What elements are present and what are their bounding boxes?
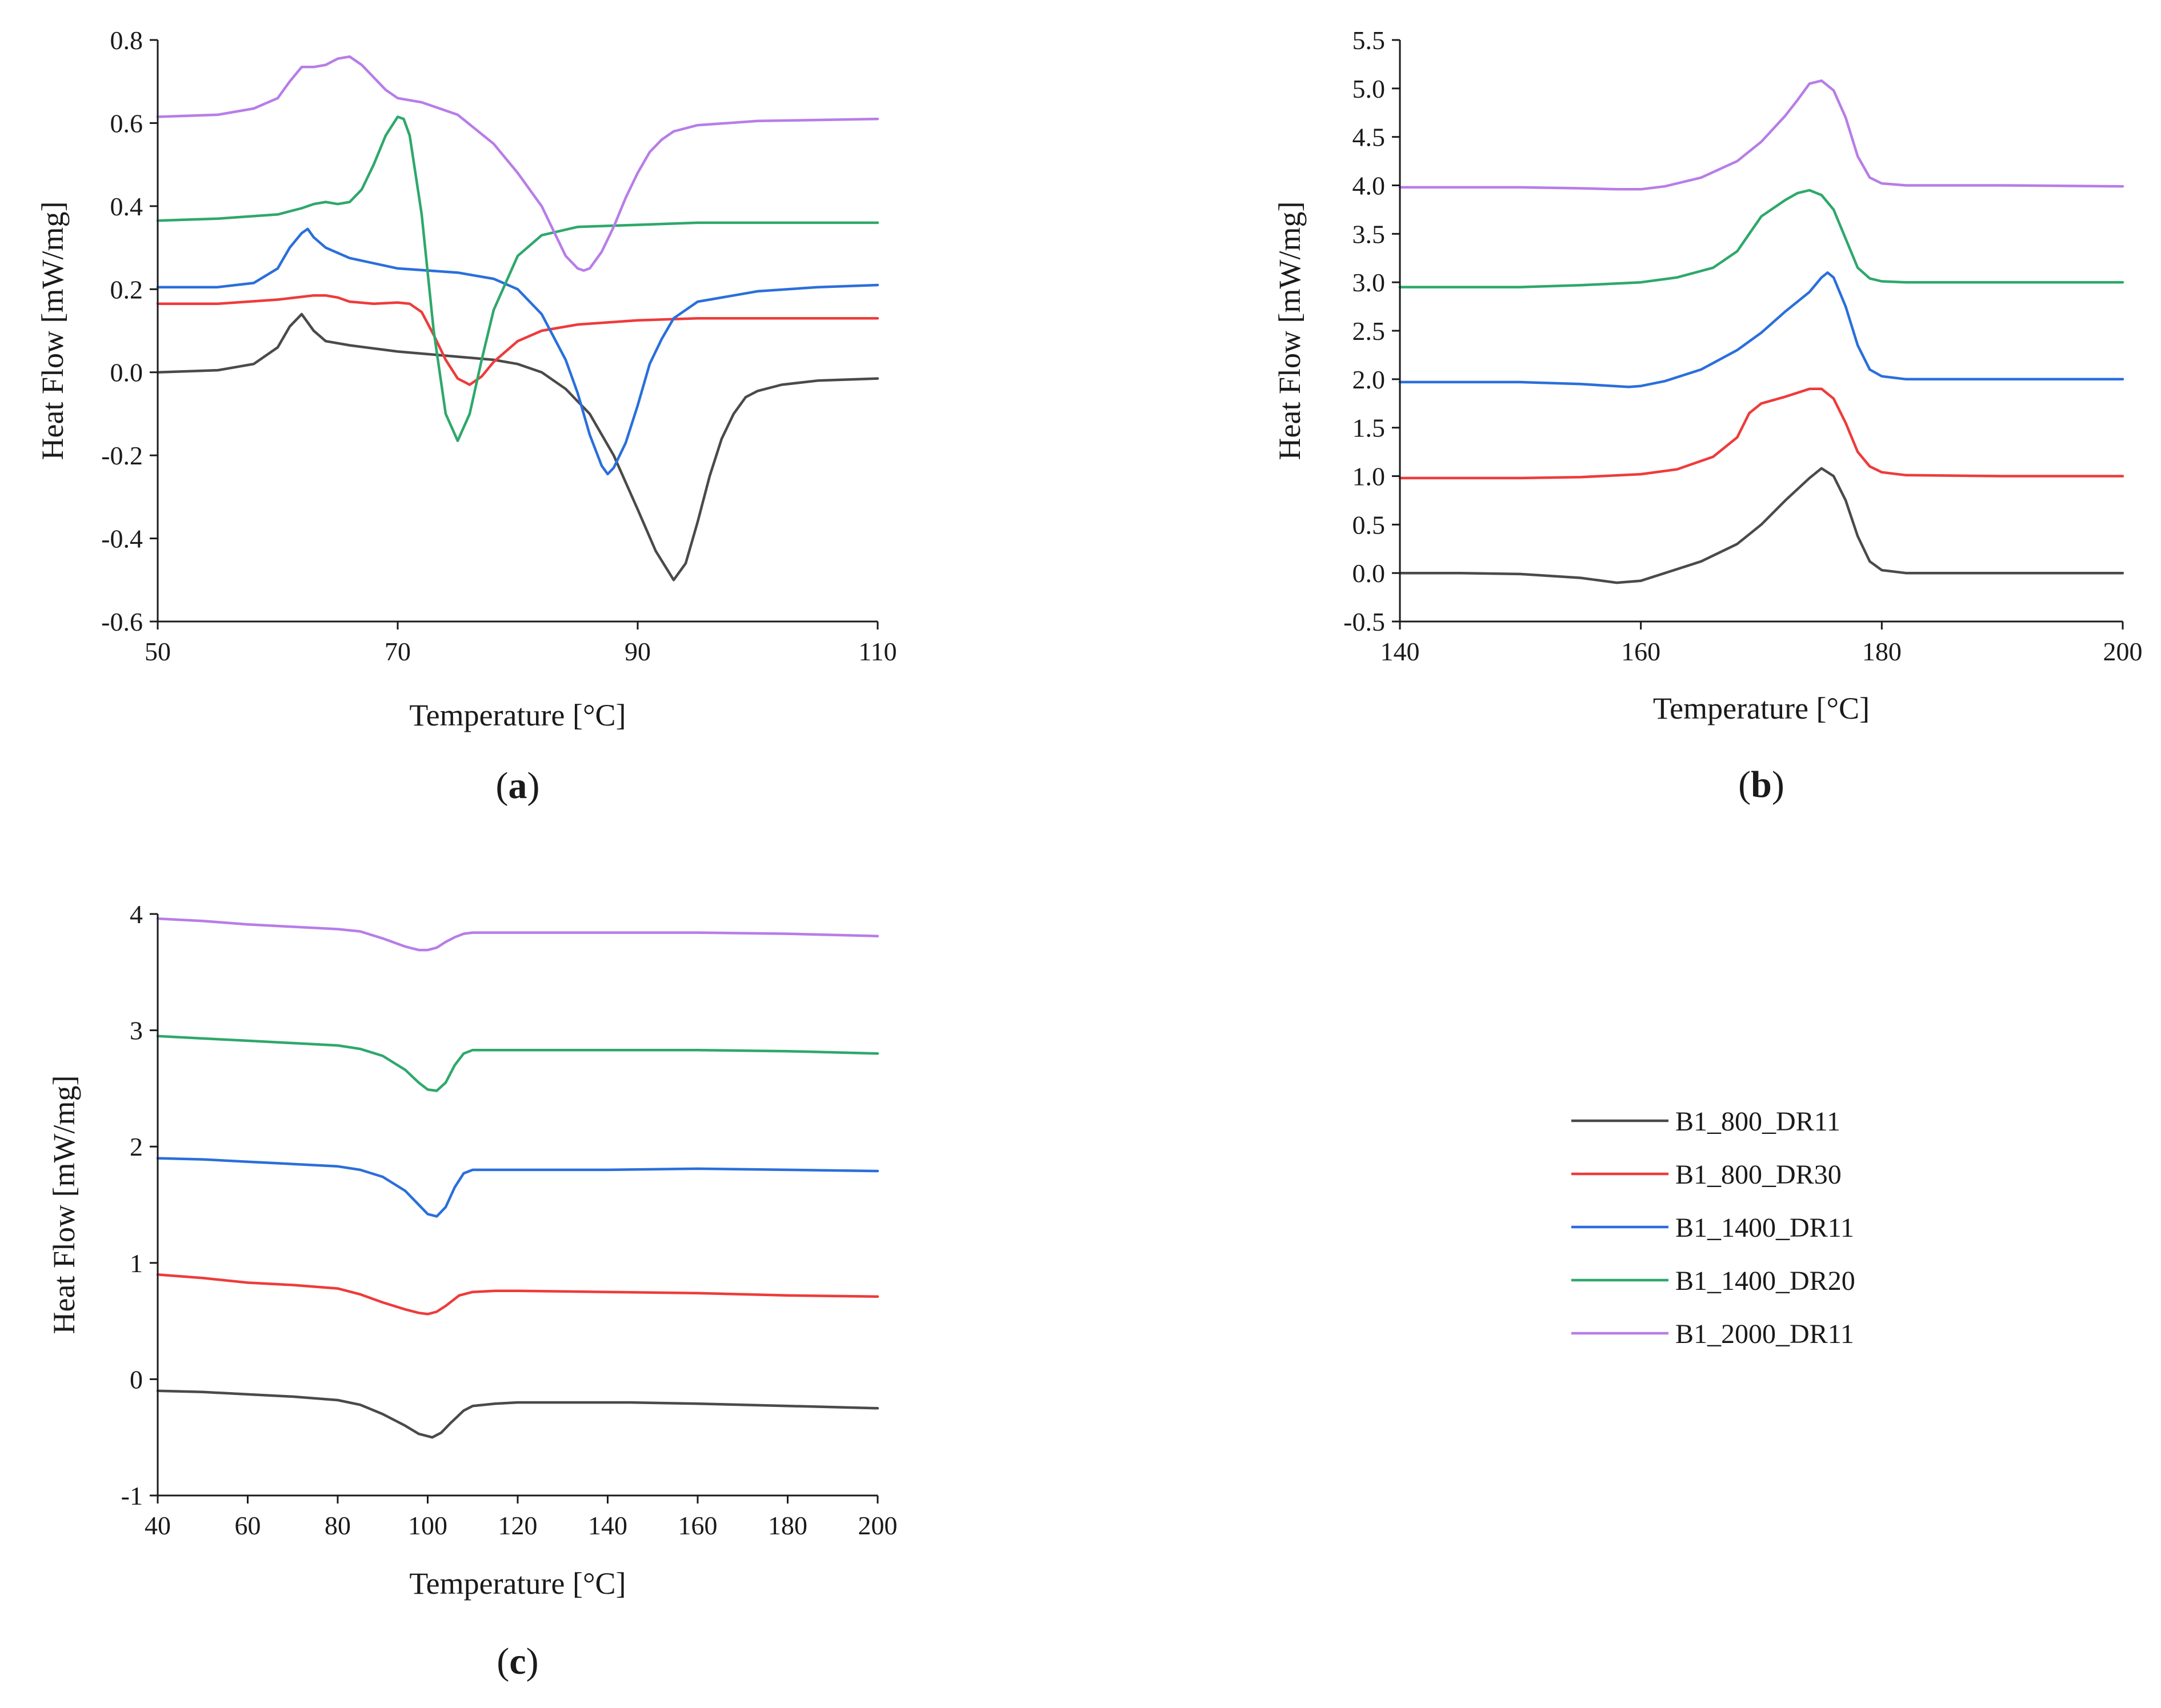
panel-label-open-paren: ( — [497, 1641, 509, 1682]
x-tick-label: 90 — [625, 637, 651, 666]
series-line-b1-800-dr30 — [156, 294, 879, 386]
y-tick-label: 3.0 — [1352, 268, 1386, 297]
legend-label: B1_1400_DR11 — [1675, 1213, 1854, 1243]
y-tick-label: 4.0 — [1352, 171, 1386, 201]
y-tick-label: 5.5 — [1352, 26, 1386, 55]
x-tick-label: 70 — [385, 637, 411, 666]
x-tick-label: 160 — [1621, 637, 1660, 666]
y-tick-label: 0.2 — [110, 275, 143, 304]
x-tick-label: 160 — [678, 1511, 718, 1540]
x-tick-label: 60 — [235, 1511, 261, 1540]
x-tick-label: 200 — [2103, 637, 2143, 666]
y-tick-label: 3.5 — [1352, 219, 1386, 248]
legend-entry: B1_800_DR11 — [1571, 1106, 1840, 1137]
x-tick-label: 80 — [325, 1511, 351, 1540]
panel-label-letter: c — [509, 1641, 526, 1682]
y-tick-label: 1.5 — [1352, 414, 1386, 443]
y-tick-label: 0.5 — [1352, 510, 1386, 539]
y-tick-label: 2.0 — [1352, 365, 1386, 394]
y-tick-label: 0.4 — [110, 192, 143, 221]
panel-a-chart: 50 70 90 110 -0.6 -0.4 -0.2 0.0 0.2 0.4 0.6 0.8 Temp… — [35, 26, 897, 807]
panel-label-close-paren: ) — [527, 765, 540, 807]
y-tick-label: 3 — [130, 1016, 143, 1045]
panel-c-chart: 40 60 80 100 120 140 160 180 200 -1 0 1 2 3 4 Temperatu… — [47, 900, 898, 1682]
x-tick-label: 40 — [145, 1511, 171, 1540]
series-line-b1-800-dr11 — [1398, 467, 2124, 584]
legend-label: B1_1400_DR20 — [1675, 1266, 1855, 1296]
series-line-b1-800-dr30 — [1398, 387, 2124, 480]
y-tick-label: 0.8 — [110, 26, 143, 55]
y-tick-label: 0.6 — [110, 109, 143, 138]
legend-label: B1_800_DR11 — [1675, 1106, 1840, 1137]
legend-label: B1_2000_DR11 — [1675, 1319, 1854, 1349]
panel-label-close-paren: ) — [1772, 764, 1784, 805]
panel-label-open-paren: ( — [1738, 764, 1751, 805]
legend: B1_800_DR11 B1_800_DR30 B1_1400_DR11 B1_… — [1571, 1106, 1855, 1349]
x-tick-label: 140 — [1380, 637, 1420, 666]
series-line-b1-1400-dr20 — [156, 1035, 879, 1092]
y-tick-label: 1 — [130, 1249, 143, 1278]
series-line-b1-1400-dr11 — [156, 227, 879, 476]
legend-entry: B1_800_DR30 — [1571, 1160, 1842, 1190]
x-tick-label: 100 — [408, 1511, 447, 1540]
x-tick-label: 140 — [588, 1511, 627, 1540]
y-tick-label: -0.4 — [101, 524, 143, 554]
panel-b-chart: 140 160 180 200 -0.5 0.0 0.5 1.0 1.5 2.0 2.5 3.0 3.5… — [1272, 26, 2143, 805]
y-tick-label: 4 — [130, 900, 143, 929]
panel-label: (a) — [496, 765, 540, 807]
y-axis-title: Heat Flow [mW/mg] — [47, 1076, 81, 1334]
series-line-b1-800-dr11 — [156, 1389, 879, 1439]
x-tick-label: 200 — [858, 1511, 898, 1540]
legend-entry: B1_2000_DR11 — [1571, 1319, 1854, 1349]
series-line-b1-1400-dr11 — [1398, 271, 2124, 388]
series-line-b1-1400-dr11 — [156, 1157, 879, 1218]
x-tick-label: 50 — [145, 637, 171, 666]
panel-label: (b) — [1738, 764, 1784, 805]
y-tick-label: 0.0 — [1352, 559, 1386, 588]
x-axis-title: Temperature [°C] — [409, 1566, 626, 1601]
y-axis-title: Heat Flow [mW/mg] — [35, 202, 70, 460]
y-tick-label: -0.2 — [101, 441, 143, 470]
panel-label-close-paren: ) — [526, 1641, 539, 1682]
y-tick-label: 0 — [130, 1365, 143, 1394]
x-tick-label: 120 — [498, 1511, 538, 1540]
y-tick-label: 4.5 — [1352, 123, 1386, 152]
panel-label-letter: b — [1751, 764, 1772, 805]
series-line-b1-1400-dr20 — [156, 115, 879, 442]
x-tick-label: 180 — [768, 1511, 807, 1540]
y-tick-label: 2 — [130, 1132, 143, 1161]
legend-entry: B1_1400_DR20 — [1571, 1266, 1855, 1296]
y-tick-label: -0.6 — [101, 607, 143, 636]
y-tick-label: 2.5 — [1352, 316, 1386, 346]
series-line-b1-800-dr30 — [156, 1273, 879, 1316]
x-axis-title: Temperature [°C] — [1653, 691, 1870, 725]
x-tick-label: 110 — [858, 637, 897, 666]
y-tick-label: -1 — [121, 1481, 143, 1510]
y-tick-label: 5.0 — [1352, 74, 1386, 103]
legend-label: B1_800_DR30 — [1675, 1160, 1842, 1190]
y-axis-title: Heat Flow [mW/mg] — [1272, 202, 1307, 460]
x-axis-title: Temperature [°C] — [409, 698, 626, 732]
series-line-b1-2000-dr11 — [1398, 79, 2124, 191]
y-tick-label: 1.0 — [1352, 462, 1386, 491]
legend-entry: B1_1400_DR11 — [1571, 1213, 1854, 1243]
panel-label-letter: a — [509, 765, 527, 807]
panel-label: (c) — [497, 1641, 538, 1682]
series-line-b1-2000-dr11 — [156, 917, 879, 952]
x-tick-label: 180 — [1862, 637, 1902, 666]
y-tick-label: 0.0 — [110, 358, 143, 387]
series-line-b1-2000-dr11 — [156, 55, 879, 272]
series-line-b1-800-dr11 — [156, 312, 879, 582]
y-tick-label: -0.5 — [1343, 607, 1385, 636]
panel-label-open-paren: ( — [496, 765, 509, 807]
series-line-b1-1400-dr20 — [1398, 189, 2124, 288]
